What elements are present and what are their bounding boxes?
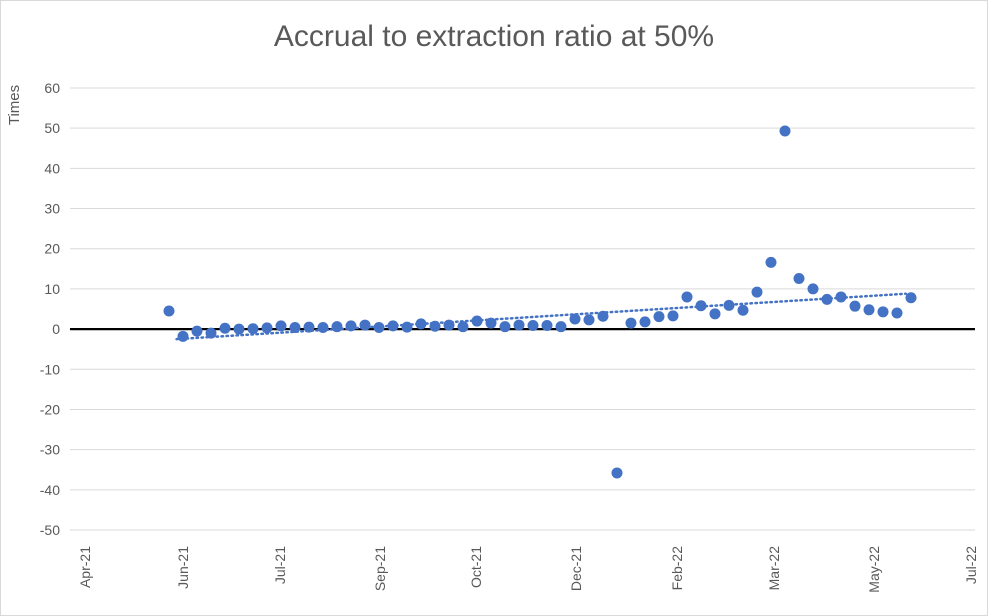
data-point — [429, 320, 441, 332]
y-tick-label: 0 — [52, 321, 60, 337]
data-point — [821, 293, 833, 305]
data-point — [751, 286, 763, 298]
data-point — [723, 299, 735, 311]
data-point — [359, 319, 371, 331]
data-point — [499, 321, 511, 333]
data-point — [905, 292, 917, 304]
linear-trendline — [175, 292, 908, 341]
y-tick-label: 50 — [44, 120, 60, 136]
data-point — [191, 325, 203, 337]
data-point — [835, 291, 847, 303]
y-tick-labels: -50 -40 -30 -20 -10 0 10 20 30 40 50 60 — [40, 80, 60, 538]
data-point — [219, 322, 231, 334]
data-point — [289, 321, 301, 333]
y-tick-label: 60 — [44, 80, 60, 96]
data-point — [177, 330, 189, 342]
data-point — [737, 304, 749, 316]
data-point — [261, 322, 273, 334]
data-point — [765, 256, 777, 268]
x-tick-label: Oct-21 — [468, 546, 484, 588]
data-point — [457, 321, 469, 333]
data-point — [387, 320, 399, 332]
data-point — [793, 272, 805, 284]
data-point — [205, 327, 217, 339]
data-point — [317, 321, 329, 333]
data-point — [639, 316, 651, 328]
x-tick-label: Dec-21 — [568, 546, 584, 591]
y-tick-label: -50 — [40, 522, 60, 538]
data-point — [485, 317, 497, 329]
data-point — [681, 291, 693, 303]
y-tick-label: 10 — [44, 281, 60, 297]
data-point — [555, 321, 567, 333]
data-point — [695, 300, 707, 312]
data-points — [163, 125, 917, 479]
y-tick-label: 20 — [44, 241, 60, 257]
data-point — [443, 319, 455, 331]
y-tick-label: 40 — [44, 160, 60, 176]
x-tick-label: Feb-22 — [669, 546, 685, 591]
data-point — [807, 283, 819, 295]
data-point — [415, 318, 427, 330]
data-point — [373, 321, 385, 333]
gridlines — [70, 87, 975, 531]
data-point — [513, 319, 525, 331]
data-point — [891, 307, 903, 319]
data-point — [709, 308, 721, 320]
data-point — [401, 321, 413, 333]
y-tick-label: -20 — [40, 401, 60, 417]
x-tick-label: Apr-21 — [77, 546, 93, 588]
data-point — [863, 304, 875, 316]
trendline — [175, 292, 908, 341]
data-point — [527, 319, 539, 331]
x-tick-label: Mar-22 — [766, 546, 782, 591]
y-tick-label: -30 — [40, 442, 60, 458]
x-tick-label: May-22 — [866, 546, 882, 593]
data-point — [849, 300, 861, 312]
data-point — [163, 305, 175, 317]
y-tick-label: 30 — [44, 201, 60, 217]
y-tick-label: -40 — [40, 482, 60, 498]
data-point — [569, 313, 581, 325]
data-point — [275, 320, 287, 332]
data-point — [247, 323, 259, 335]
data-point — [667, 310, 679, 322]
x-tick-labels: Apr-21 Jun-21 Jul-21 Sep-21 Oct-21 Dec-21 Feb-… — [77, 546, 979, 593]
data-point — [779, 125, 791, 137]
x-tick-label: Sep-21 — [372, 546, 388, 591]
data-point — [877, 306, 889, 318]
data-point — [597, 310, 609, 322]
data-point — [611, 467, 623, 479]
x-tick-label: Jul-22 — [963, 546, 979, 584]
x-tick-label: Jun-21 — [175, 546, 191, 589]
data-point — [583, 314, 595, 326]
data-point — [345, 320, 357, 332]
data-point — [233, 323, 245, 335]
data-point — [625, 317, 637, 329]
y-tick-label: -10 — [40, 361, 60, 377]
data-point — [653, 311, 665, 323]
data-point — [303, 321, 315, 333]
x-tick-label: Jul-21 — [272, 546, 288, 584]
data-point — [471, 315, 483, 327]
data-point — [331, 321, 343, 333]
chart-title: Accrual to extraction ratio at 50% — [273, 20, 715, 53]
data-point — [541, 319, 553, 331]
